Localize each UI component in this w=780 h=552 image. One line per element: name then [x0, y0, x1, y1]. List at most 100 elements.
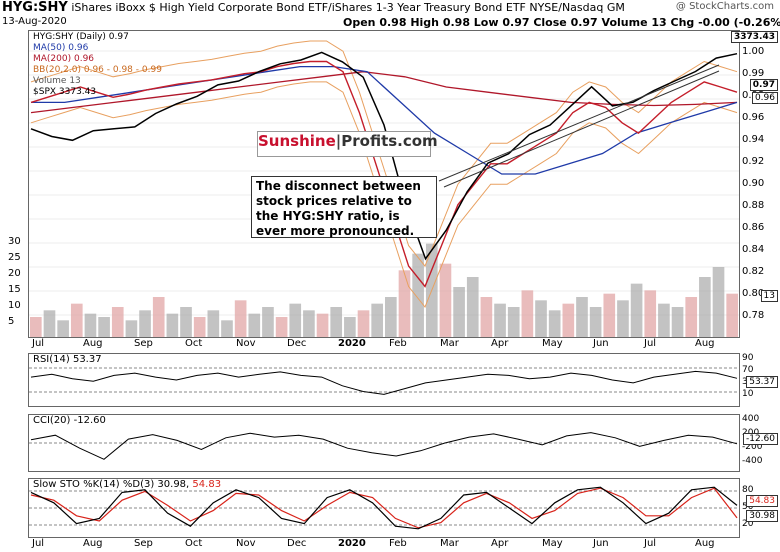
sto-panel: [28, 478, 740, 538]
tag-volume: 13: [760, 290, 778, 302]
sto-label-value: 54.83: [192, 479, 222, 490]
volume-bar: [111, 307, 124, 337]
chart-header: HYG:SHY iShares iBoxx $ High Yield Corpo…: [2, 0, 625, 15]
price-tick-label: 0.80: [742, 288, 765, 299]
rsi-line: [30, 370, 738, 395]
volume-bar: [521, 290, 534, 337]
price-tick-label: 0.88: [742, 200, 765, 211]
x-tick-label: Jul: [32, 338, 45, 349]
x-tick-label: May: [542, 538, 563, 549]
tag-rsi: 53.37: [746, 376, 778, 388]
volume-bar: [658, 303, 670, 337]
volume-bar: [371, 303, 383, 337]
chart-date: 13-Aug-2020: [2, 16, 67, 27]
volume-bar: [466, 277, 479, 337]
volume-bar: [412, 253, 424, 337]
stockcharts-brand: @ StockCharts.com: [675, 1, 774, 12]
volume-bar: [30, 317, 42, 337]
x-tick-label: Oct: [185, 538, 203, 549]
volume-bar: [234, 300, 247, 337]
sto-tick-label: 20: [742, 519, 754, 529]
volume-bar: [548, 310, 561, 337]
x-tick-label: Nov: [236, 538, 256, 549]
volume-bar: [193, 317, 206, 337]
sunshine-text: Sunshine: [258, 132, 336, 150]
cci-tick-label: -400: [742, 456, 763, 466]
volume-bar: [98, 317, 110, 337]
cci-panel: [28, 414, 740, 472]
volume-bar: [589, 307, 602, 337]
x-tick-label: Apr: [491, 538, 509, 549]
trendline-lower: [443, 70, 720, 188]
x-tick-label: Nov: [236, 338, 256, 349]
price-chart-svg: [29, 40, 739, 337]
price-tick-label: 0.92: [742, 156, 765, 167]
volume-bar: [166, 313, 179, 337]
ticker-description: iShares iBoxx $ High Yield Corporate Bon…: [71, 1, 625, 14]
x-tick-label: Aug: [83, 538, 103, 549]
x-tick-label: Jul: [644, 538, 657, 549]
volume-bar: [43, 310, 56, 337]
volume-tick-label: 30: [8, 236, 21, 247]
x-tick-label: Jun: [593, 338, 609, 349]
tag-sto-k: 54.83: [746, 495, 778, 507]
sto-chart-svg: [29, 486, 739, 530]
volume-bar: [262, 307, 274, 337]
volume-bar: [357, 310, 370, 337]
sto-tick-label: 50: [742, 502, 754, 512]
x-tick-label: Apr: [491, 338, 509, 349]
x-tick-label: Jul: [644, 338, 657, 349]
volume-bar: [453, 287, 465, 337]
tag-price: 0.97: [749, 79, 778, 91]
sto-k-line: [30, 486, 738, 530]
x-tick-label: Feb: [389, 338, 407, 349]
tag-ma: 0.96: [751, 92, 778, 104]
rsi-chart-svg: [29, 367, 739, 395]
cci-tick-label: 400: [742, 414, 760, 424]
volume-bar: [630, 283, 643, 337]
volume-bar: [221, 320, 233, 337]
volume-bar: [617, 300, 629, 337]
cci-tick-label: -200: [742, 442, 763, 452]
price-line: [30, 60, 738, 288]
legend-spx: $SPX 3373.43: [33, 87, 97, 97]
price-tick-label: 0.90: [742, 178, 765, 189]
x-tick-label: Aug: [83, 338, 103, 349]
volume-bar: [84, 313, 97, 337]
x-tick-label: Dec: [287, 338, 307, 349]
volume-bar: [494, 303, 506, 337]
price-tick-label: 0.82: [742, 266, 765, 277]
x-tick-label: Feb: [389, 538, 407, 549]
sunshine-profits-logo: Sunshine|Profits.com: [257, 131, 438, 157]
sto-tick-label: 80: [742, 485, 754, 495]
volume-bar: [152, 297, 165, 337]
rsi-tick-label: 70: [742, 365, 754, 375]
volume-tick-label: 20: [8, 268, 21, 279]
x-tick-label: Mar: [440, 538, 459, 549]
volume-bar: [207, 310, 220, 337]
ticker-symbol: HYG:SHY: [2, 0, 68, 15]
volume-bar: [685, 297, 698, 337]
cci-line: [30, 432, 738, 460]
price-panel: [28, 30, 740, 338]
legend-ma50: MA(50) 0.96: [33, 43, 89, 53]
cci-chart-svg: [29, 432, 739, 460]
volume-tick-label: 10: [8, 300, 21, 311]
tag-cci: -12.60: [742, 433, 778, 445]
volume-bar: [303, 310, 315, 337]
volume-bar: [726, 293, 738, 337]
x-tick-label: 2020: [338, 538, 366, 549]
x-tick-label: Dec: [287, 538, 307, 549]
volume-bar: [535, 300, 547, 337]
volume-bar: [671, 307, 684, 337]
bb-upper-line: [30, 40, 738, 268]
volume-bar: [562, 303, 575, 337]
volume-bar: [316, 313, 329, 337]
price-tick-label: 1.00: [742, 46, 765, 57]
volume-bar: [125, 320, 138, 337]
rsi-tick-label: 90: [742, 353, 754, 363]
profits-text: Profits.com: [341, 132, 438, 150]
volume-bar: [480, 297, 493, 337]
rsi-tick-label: 10: [742, 389, 754, 399]
sto-label: Slow STO %K(14) %D(3) 30.98, 54.83: [33, 479, 221, 490]
